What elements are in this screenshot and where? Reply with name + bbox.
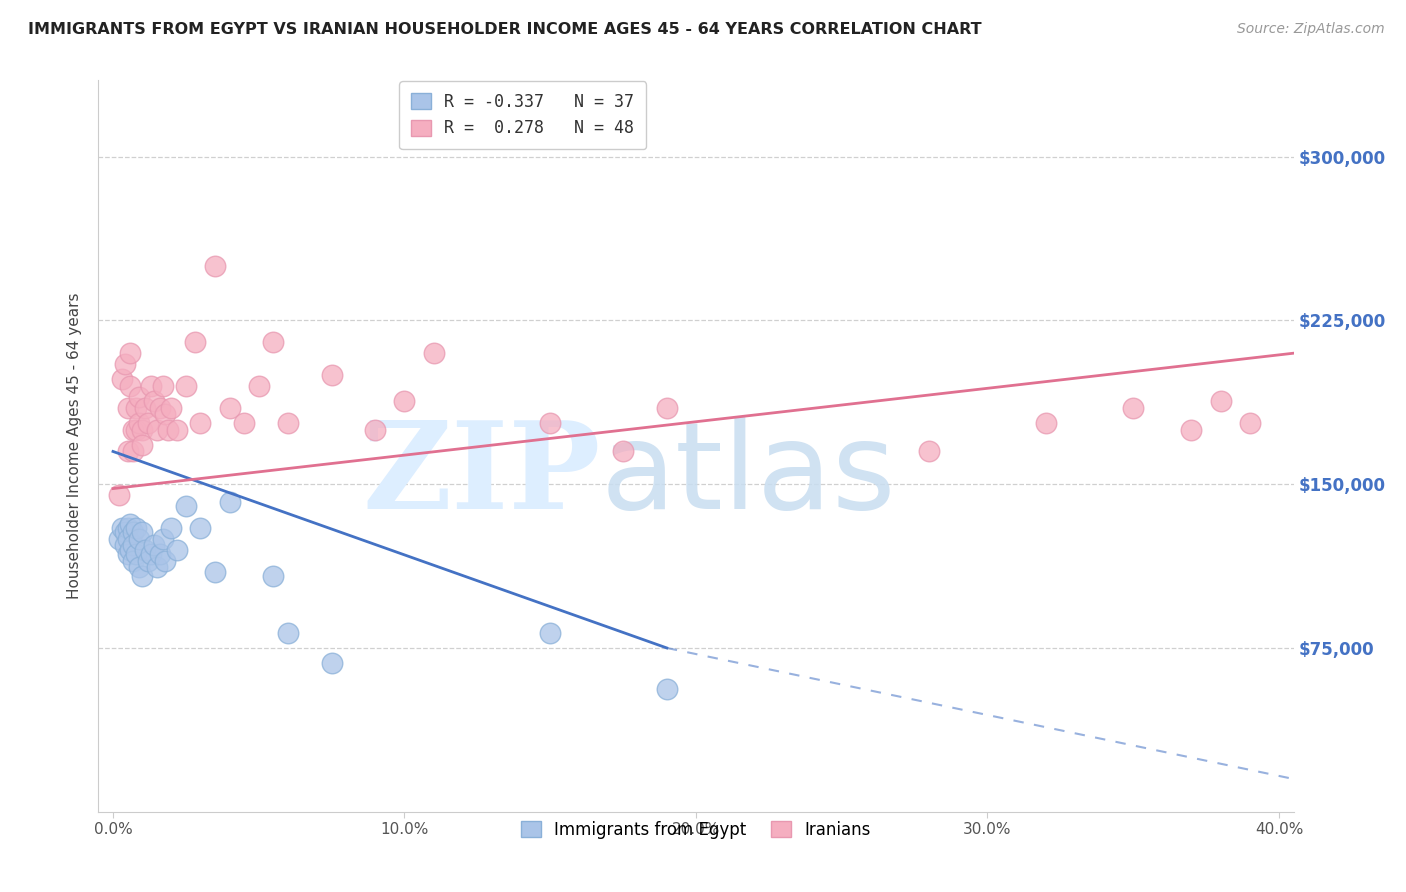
Point [277, 625, 299, 640]
Point [321, 657, 343, 671]
Point [364, 423, 387, 437]
Point [204, 259, 226, 273]
Point [120, 346, 142, 360]
Point [152, 532, 174, 546]
Point [117, 444, 139, 458]
Point [120, 542, 142, 557]
Point [131, 569, 153, 583]
Point [190, 416, 212, 430]
Point [131, 438, 153, 452]
Point [111, 372, 134, 386]
Point [114, 357, 136, 371]
Point [166, 542, 188, 557]
Point [183, 335, 205, 350]
Point [136, 416, 159, 430]
Point [111, 521, 134, 535]
Point [262, 569, 284, 583]
Point [117, 532, 139, 546]
Point [218, 494, 240, 508]
Point [160, 521, 183, 535]
Point [174, 499, 197, 513]
Point [120, 379, 142, 393]
Point [1239, 416, 1261, 430]
Point [125, 423, 148, 437]
Point [538, 416, 561, 430]
Point [918, 444, 941, 458]
Point [142, 538, 165, 552]
Point [190, 521, 212, 535]
Point [262, 335, 284, 350]
Point [655, 401, 678, 415]
Point [321, 368, 343, 382]
Point [1035, 416, 1057, 430]
Point [538, 625, 561, 640]
Point [612, 444, 634, 458]
Point [122, 554, 145, 568]
Point [128, 390, 150, 404]
Text: Source: ZipAtlas.com: Source: ZipAtlas.com [1237, 22, 1385, 37]
Point [142, 394, 165, 409]
Point [122, 444, 145, 458]
Point [117, 521, 139, 535]
Point [218, 401, 240, 415]
Point [139, 547, 162, 561]
Text: ZIP: ZIP [363, 417, 600, 534]
Point [166, 423, 188, 437]
Point [157, 423, 180, 437]
Point [145, 560, 167, 574]
Point [128, 416, 150, 430]
Point [128, 560, 150, 574]
Point [422, 346, 444, 360]
Point [125, 521, 148, 535]
Point [122, 538, 145, 552]
Point [122, 525, 145, 540]
Point [125, 547, 148, 561]
Point [131, 525, 153, 540]
Point [277, 416, 299, 430]
Point [174, 379, 197, 393]
Point [134, 542, 156, 557]
Point [122, 423, 145, 437]
Point [1209, 394, 1232, 409]
Point [108, 488, 131, 502]
Point [145, 423, 167, 437]
Point [139, 379, 162, 393]
Point [655, 682, 678, 697]
Point [114, 538, 136, 552]
Text: atlas: atlas [600, 417, 896, 533]
Point [149, 547, 172, 561]
Point [155, 554, 177, 568]
Y-axis label: Householder Income Ages 45 - 64 years: Householder Income Ages 45 - 64 years [67, 293, 83, 599]
Point [117, 401, 139, 415]
Text: IMMIGRANTS FROM EGYPT VS IRANIAN HOUSEHOLDER INCOME AGES 45 - 64 YEARS CORRELATI: IMMIGRANTS FROM EGYPT VS IRANIAN HOUSEHO… [28, 22, 981, 37]
Point [160, 401, 183, 415]
Point [149, 401, 172, 415]
Point [152, 379, 174, 393]
Legend: Immigrants from Egypt, Iranians: Immigrants from Egypt, Iranians [513, 813, 879, 847]
Point [128, 532, 150, 546]
Point [136, 554, 159, 568]
Point [125, 401, 148, 415]
Point [134, 401, 156, 415]
Point [394, 394, 416, 409]
Point [247, 379, 270, 393]
Point [117, 547, 139, 561]
Point [131, 423, 153, 437]
Point [204, 565, 226, 579]
Point [1180, 423, 1202, 437]
Point [155, 408, 177, 422]
Point [114, 525, 136, 540]
Point [1122, 401, 1144, 415]
Point [120, 516, 142, 531]
Point [108, 532, 131, 546]
Point [233, 416, 256, 430]
